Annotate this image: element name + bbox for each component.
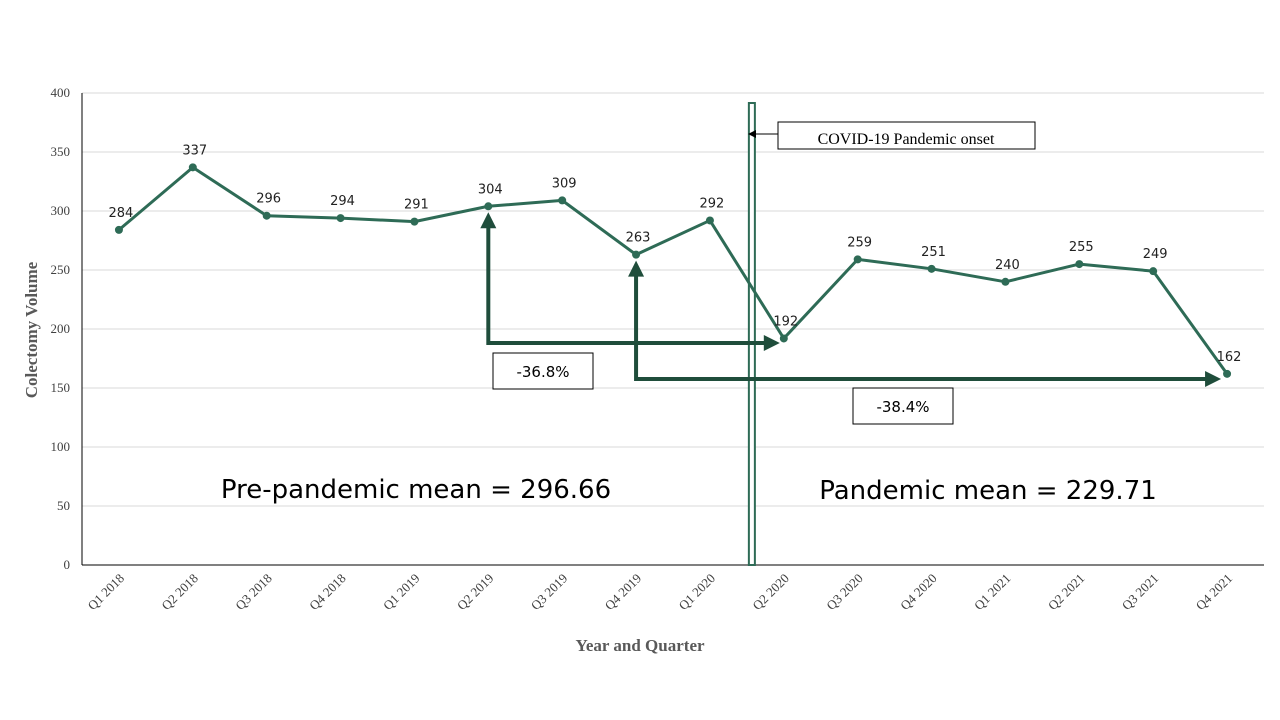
- y-tick-label: 350: [51, 144, 71, 159]
- data-label: 309: [552, 176, 577, 191]
- drop-two-label: -38.4%: [876, 398, 929, 416]
- data-point: [632, 250, 641, 259]
- y-axis-title: Colectomy Volume: [22, 261, 41, 398]
- data-label: 240: [995, 258, 1020, 273]
- drop-two-box: [852, 387, 954, 425]
- x-tick-labels: Q1 2018 Q2 2018 Q3 2018 Q4 2018 Q1 2019 Q2 20…: [85, 571, 1236, 614]
- x-tick-label: Q4 2020: [897, 571, 940, 614]
- x-tick-label: Q1 2019: [380, 571, 423, 614]
- decline-arrow-start-head: [480, 212, 497, 229]
- y-tick-label: 300: [51, 203, 71, 218]
- x-tick-label: Q1 2021: [971, 571, 1014, 614]
- drop-two-callout: -38.4%: [852, 387, 954, 425]
- drop-one-box: [492, 352, 594, 390]
- pre-pandemic-mean-label: Pre-pandemic mean = 296.66: [221, 475, 611, 505]
- gridlines: [82, 92, 1264, 507]
- x-tick-label: Q1 2020: [676, 571, 719, 614]
- data-point: [705, 216, 714, 225]
- x-tick-label: Q3 2019: [528, 571, 571, 614]
- pandemic-onset-callout: COVID-19 Pandemic onset: [748, 121, 1036, 150]
- pandemic-mean-label: Pandemic mean = 229.71: [819, 476, 1157, 506]
- callout-arrowhead: [748, 130, 756, 138]
- decline-arrow-start-head: [628, 260, 645, 277]
- data-label: 192: [773, 314, 798, 329]
- y-tick-label: 100: [51, 439, 71, 454]
- decline-arrow-end-head: [763, 335, 780, 351]
- decline-arrow-shaft: [486, 226, 766, 345]
- data-label: 337: [182, 143, 207, 158]
- series-line: [117, 165, 1229, 375]
- data-point: [853, 255, 862, 264]
- data-point: [410, 217, 419, 226]
- data-point: [336, 214, 345, 223]
- y-tick-label: 400: [51, 85, 71, 100]
- drop-one-callout: -36.8%: [492, 352, 594, 390]
- decline-arrow-shaft: [634, 274, 1208, 381]
- x-axis-title: Year and Quarter: [575, 636, 705, 655]
- data-point: [114, 225, 123, 234]
- x-tick-label: Q2 2020: [749, 571, 792, 614]
- y-tick-label: 0: [64, 557, 71, 572]
- callout-box: [777, 121, 1036, 150]
- x-tick-label: Q2 2019: [454, 571, 497, 614]
- data-label: 251: [921, 245, 946, 260]
- data-point: [927, 264, 936, 273]
- pandemic-onset-marker: [747, 102, 756, 566]
- drop-one-label: -36.8%: [516, 363, 569, 381]
- x-tick-label: Q4 2019: [602, 571, 645, 614]
- data-point: [779, 334, 788, 343]
- x-tick-label: Q3 2020: [823, 571, 866, 614]
- decline-arrows: [480, 212, 1222, 387]
- x-tick-label: Q3 2018: [232, 571, 275, 614]
- data-point: [262, 211, 271, 220]
- x-tick-label: Q4 2018: [306, 571, 349, 614]
- x-tick-label: Q1 2018: [85, 571, 128, 614]
- decline-arrow-end-head: [1205, 371, 1222, 387]
- y-tick-labels: 0 50 100 150 200 250 300 350 400: [51, 85, 71, 572]
- data-label: 304: [478, 182, 503, 197]
- pandemic-onset-label: COVID-19 Pandemic onset: [818, 131, 995, 148]
- data-label: 255: [1069, 240, 1094, 255]
- x-tick-label: Q3 2021: [1119, 571, 1162, 614]
- data-label: 263: [626, 231, 651, 246]
- x-tick-label: Q4 2021: [1193, 571, 1236, 614]
- y-tick-label: 200: [51, 321, 71, 336]
- x-tick-label: Q2 2018: [158, 571, 201, 614]
- data-label: 296: [256, 192, 281, 207]
- data-label: 291: [404, 198, 429, 213]
- data-label: 284: [109, 206, 134, 221]
- data-point: [1223, 369, 1232, 378]
- data-label: 162: [1217, 350, 1242, 365]
- data-point: [1149, 267, 1158, 276]
- data-label: 249: [1143, 247, 1168, 262]
- data-label: 259: [847, 235, 872, 250]
- data-points: [114, 163, 1232, 378]
- x-tick-label: Q2 2021: [1045, 571, 1088, 614]
- y-tick-label: 250: [51, 262, 71, 277]
- data-point: [188, 163, 197, 172]
- data-label: 294: [330, 194, 355, 209]
- y-tick-label: 150: [51, 380, 71, 395]
- y-tick-label: 50: [57, 498, 70, 513]
- data-point: [1075, 260, 1084, 269]
- data-labels: 284 337 296 294 291 304 309 263 292 192 259 251 240 2…: [109, 143, 1242, 365]
- data-label: 292: [700, 196, 725, 211]
- data-point: [558, 196, 567, 205]
- data-point: [1001, 277, 1010, 286]
- data-point: [484, 202, 493, 211]
